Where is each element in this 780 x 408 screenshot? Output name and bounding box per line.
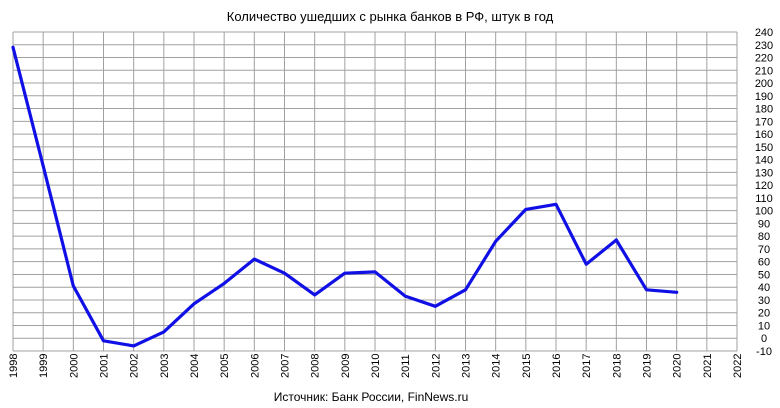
x-tick-label: 2011: [400, 354, 412, 378]
x-tick-label: 2021: [702, 354, 714, 378]
x-tick-label: 2000: [68, 354, 80, 378]
x-tick-label: 2022: [732, 354, 744, 378]
x-tick-label: 2006: [249, 354, 261, 378]
data-point: [72, 284, 75, 288]
y-tick-label: 0: [761, 333, 767, 345]
x-tick-label: 2007: [280, 354, 292, 378]
data-point: [554, 203, 558, 206]
x-tick-label: 2010: [370, 354, 382, 378]
data-point: [253, 257, 256, 261]
data-point: [41, 164, 45, 168]
x-tick-label: 1998: [8, 354, 20, 378]
y-tick-label: 30: [758, 295, 770, 307]
data-point: [132, 344, 135, 348]
x-tick-label: 2005: [219, 354, 231, 378]
y-tick-label: 80: [758, 231, 770, 243]
x-tick-label: 2019: [642, 354, 654, 378]
y-tick-label: 170: [755, 116, 773, 128]
y-tick-label: 20: [758, 308, 770, 320]
y-tick-label: 60: [758, 257, 770, 269]
x-tick-label: 2001: [99, 354, 111, 378]
chart-title: Количество ушедших с рынка банков в РФ, …: [227, 9, 554, 24]
series-layer: [11, 45, 679, 348]
y-tick-label: 150: [755, 142, 773, 154]
data-point: [222, 282, 226, 285]
grid: [12, 31, 738, 352]
x-axis-ticks: 1998 1999 2000 2001 2002 2003 2004 2005 2006 2007…: [8, 354, 744, 378]
x-tick-label: 2015: [521, 354, 533, 378]
x-tick-label: 2012: [430, 354, 442, 378]
y-tick-label: 180: [755, 104, 773, 116]
data-point: [313, 293, 316, 297]
x-tick-label: 2017: [581, 354, 593, 378]
x-tick-label: 2004: [189, 354, 201, 378]
x-tick-label: 2018: [611, 354, 623, 378]
x-tick-label: 2009: [340, 354, 352, 378]
y-tick-label: 100: [755, 206, 773, 218]
y-tick-label: 110: [755, 193, 773, 205]
data-point: [464, 288, 467, 291]
chart-source: Источник: Банк России, FinNews.ru: [274, 390, 469, 404]
y-tick-label: 40: [758, 282, 770, 294]
y-tick-label: -10: [756, 346, 772, 358]
x-tick-label: 2014: [491, 354, 503, 378]
y-tick-label: 160: [755, 129, 773, 141]
data-point: [494, 240, 497, 243]
x-tick-label: 2020: [672, 354, 684, 378]
y-tick-label: 230: [755, 40, 773, 52]
y-tick-label: 70: [758, 244, 770, 256]
y-tick-label: 200: [755, 78, 773, 90]
x-tick-label: 2013: [461, 354, 473, 378]
y-tick-label: 190: [755, 91, 773, 103]
y-tick-label: 90: [758, 218, 770, 230]
data-point: [645, 288, 648, 291]
data-point: [11, 46, 15, 49]
y-tick-label: 210: [755, 65, 773, 77]
x-tick-label: 2008: [310, 354, 322, 378]
y-tick-label: 10: [758, 320, 770, 332]
y-tick-label: 140: [755, 155, 773, 167]
data-point: [162, 330, 166, 334]
data-point: [584, 263, 588, 266]
data-point: [403, 294, 407, 298]
data-point: [524, 208, 528, 211]
y-tick-label: 130: [755, 167, 773, 179]
y-tick-label: 50: [758, 269, 770, 281]
y-axis-ticks: -100102030405060708090100110120130140150…: [755, 27, 773, 358]
y-tick-label: 240: [755, 27, 773, 39]
x-tick-label: 1999: [38, 354, 50, 378]
data-point: [615, 238, 618, 242]
y-tick-label: 120: [755, 180, 773, 192]
data-point: [434, 305, 437, 308]
y-tick-label: 220: [755, 53, 773, 65]
data-point: [192, 302, 196, 305]
data-point: [373, 270, 377, 274]
data-point: [102, 339, 105, 342]
x-tick-label: 2003: [159, 354, 171, 378]
data-point: [675, 291, 678, 294]
x-tick-label: 2016: [551, 354, 563, 378]
x-tick-label: 2002: [129, 354, 141, 378]
data-point: [343, 271, 347, 275]
data-point: [283, 271, 286, 275]
